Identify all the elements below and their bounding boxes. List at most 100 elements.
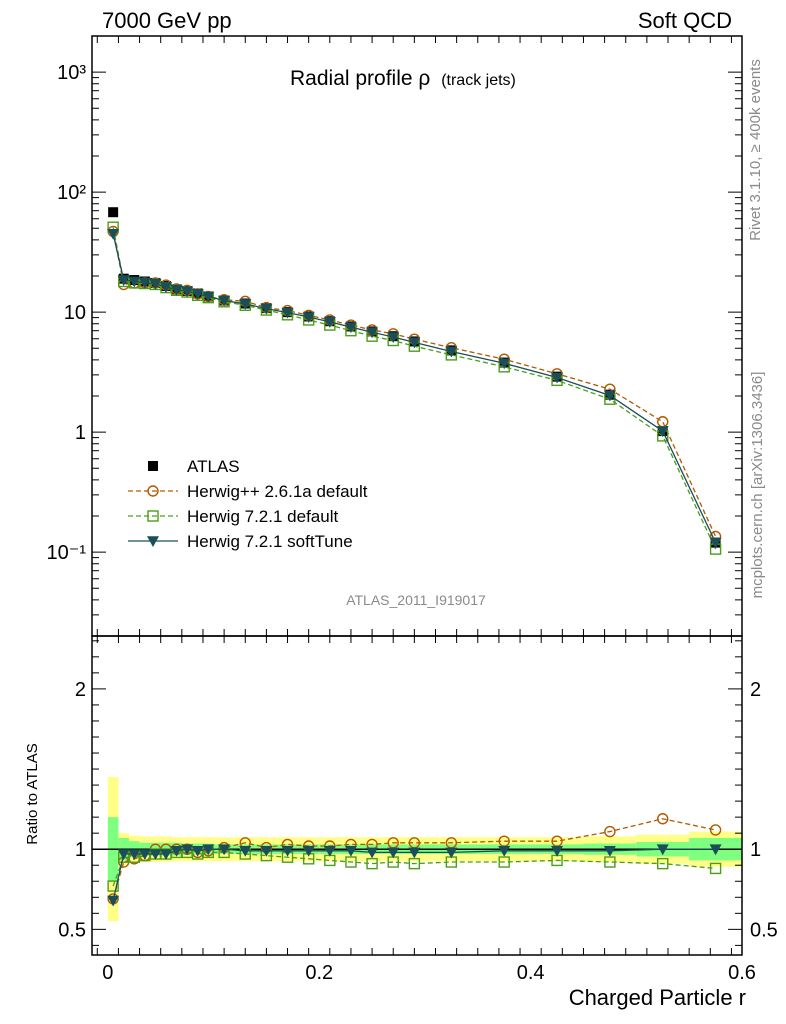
ratio-data-point: [551, 846, 564, 857]
axis-ticks: [92, 35, 742, 955]
ratio-data-point: [366, 857, 378, 870]
rivet-label: Rivet 3.1.10, ≥ 400k events: [747, 59, 764, 241]
axis-tick-labels: 0 0.2 0.4 0.6 10⁻¹ 1 10 10² 10³ 0.5 0.5 1 1 2 2: [47, 62, 778, 984]
ratio-data-point: [603, 846, 616, 857]
legend-marker: [147, 536, 159, 547]
data-point: [709, 537, 722, 549]
ratio-data-point: [107, 895, 120, 907]
ratio-data-point: [709, 862, 722, 875]
ratio-data-point: [281, 846, 294, 857]
data-point: [551, 372, 564, 384]
data-point: [159, 282, 172, 293]
y-tick-label-main: 10²: [57, 182, 86, 204]
legend-entry: Herwig 7.2.1 default: [128, 507, 338, 526]
y-tick-label-main: 10⁻¹: [47, 542, 87, 564]
ratio-plot-frame: [91, 635, 743, 956]
ratio-data-point: [387, 847, 400, 859]
data-point: [181, 286, 194, 298]
data-point: [128, 276, 141, 288]
y-tick-label-main: 1: [75, 422, 86, 444]
mcplots-label: mcplots.cern.ch [arXiv:1306.3436]: [749, 372, 766, 599]
data-point: [445, 346, 458, 358]
y-tick-label-main: 10: [64, 302, 86, 324]
ratio-data-point: [656, 844, 669, 856]
data-point: [117, 275, 130, 287]
ratio-data-point: [498, 846, 511, 857]
data-point: [498, 358, 511, 370]
data-point: [138, 277, 151, 289]
legend-marker: [148, 461, 158, 471]
ratio-data-point: [191, 846, 204, 857]
data-point: [108, 207, 119, 218]
data-point: [323, 317, 336, 328]
ratio-series-herwig-7-2-1-softtune: [107, 844, 722, 907]
ratio-data-point: [128, 849, 141, 861]
data-point: [260, 303, 273, 315]
series-herwig-7-2-1-softtune: [107, 228, 722, 549]
data-point: [239, 299, 252, 310]
data-point: [191, 289, 204, 300]
ratio-data-point: [709, 824, 722, 836]
y-tick-label-ratio-right: 0.5: [750, 919, 778, 941]
data-point: [387, 332, 400, 344]
ratio-data-point: [170, 846, 183, 857]
legend-label: Herwig 7.2.1 softTune: [187, 532, 353, 551]
ratio-plot-series: [107, 813, 722, 907]
ratio-data-point: [498, 856, 510, 868]
data-point: [344, 322, 357, 334]
ratio-data-point: [302, 846, 315, 857]
ratio-y-axis-title: Ratio to ATLAS: [24, 743, 41, 844]
plot-title: Radial profile ρ (track jets): [290, 67, 516, 90]
x-tick-label: 0: [102, 962, 113, 984]
legend-entry: Herwig++ 2.6.1a default: [128, 482, 368, 501]
ratio-data-point: [657, 813, 669, 825]
x-tick-label: 0.6: [728, 962, 756, 984]
ratio-data-point: [138, 849, 151, 861]
ratio-data-point: [408, 857, 421, 870]
plot-title-sub: (track jets): [441, 72, 516, 89]
ratio-data-point: [239, 846, 252, 857]
y-tick-label-ratio-right: 1: [750, 839, 761, 861]
data-point: [656, 426, 669, 438]
header-left: 7000 GeV pp: [102, 8, 232, 33]
x-tick-label: 0.2: [305, 962, 333, 984]
ratio-data-point: [445, 847, 458, 859]
plot-title-main: Radial profile ρ: [290, 67, 430, 90]
legend-entry: Herwig 7.2.1 softTune: [128, 532, 353, 551]
data-point: [302, 312, 315, 324]
data-point: [149, 279, 162, 290]
ratio-data-point: [604, 856, 616, 868]
data-point: [281, 307, 294, 319]
ratio-data-point: [604, 825, 616, 838]
main-plot-series: [107, 207, 722, 555]
ratio-data-point: [218, 844, 231, 856]
ratio-data-point: [202, 844, 215, 856]
y-tick-label-ratio-right: 2: [750, 679, 761, 701]
ratio-data-point: [345, 856, 357, 868]
ratio-data-point: [159, 849, 172, 861]
y-tick-label-ratio-left: 0.5: [58, 919, 86, 941]
legend: ATLAS Herwig++ 2.6.1a default Herwig 7.2.1…: [128, 457, 368, 551]
y-tick-label-main: 10³: [57, 62, 86, 84]
legend-label: ATLAS: [187, 457, 240, 476]
ratio-data-point: [366, 847, 379, 859]
data-point: [107, 228, 120, 240]
data-point: [603, 390, 616, 402]
ratio-data-point: [408, 847, 421, 859]
data-point: [366, 327, 379, 339]
ratio-data-point: [181, 844, 194, 856]
legend-marker: [147, 510, 159, 522]
legend-label: Herwig++ 2.6.1a default: [187, 482, 368, 501]
ratio-data-point: [149, 849, 162, 861]
series-herwig-7-2-1-default: [107, 221, 722, 555]
plot-frames: [91, 35, 743, 956]
data-point: [657, 416, 669, 428]
ratio-data-point: [117, 849, 130, 861]
x-tick-label: 0.4: [517, 962, 545, 984]
data-point: [218, 295, 231, 307]
ratio-data-point: [323, 846, 336, 857]
ratio-data-point: [344, 846, 357, 857]
legend-label: Herwig 7.2.1 default: [187, 507, 338, 526]
series-line: [112, 231, 717, 537]
analysis-id: ATLAS_2011_I919017: [346, 592, 486, 608]
